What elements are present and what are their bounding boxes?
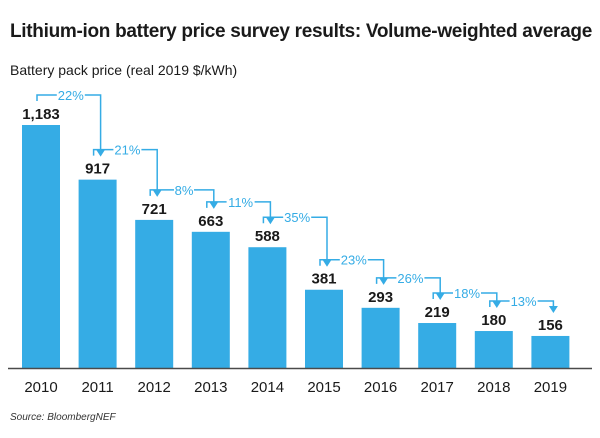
bar-value-label: 1,183 bbox=[22, 106, 60, 123]
bar bbox=[191, 231, 230, 368]
change-arrow-icon bbox=[492, 301, 502, 309]
change-label: 11% bbox=[228, 195, 253, 210]
x-tick-label: 2016 bbox=[364, 379, 397, 396]
change-label: 8% bbox=[175, 183, 194, 198]
change-label-bg bbox=[283, 210, 312, 225]
bar bbox=[135, 219, 174, 368]
bar bbox=[361, 307, 400, 368]
x-tick-label: 2010 bbox=[24, 379, 57, 396]
change-label: 23% bbox=[341, 253, 367, 268]
change-label: 18% bbox=[454, 286, 480, 301]
bar-value-label: 917 bbox=[85, 161, 110, 178]
bar-value-label: 293 bbox=[368, 289, 393, 306]
bar bbox=[248, 247, 287, 368]
x-tick-label: 2011 bbox=[81, 379, 113, 396]
change-arrow-icon bbox=[96, 149, 106, 157]
change-label: 13% bbox=[511, 294, 537, 309]
bar-value-label: 156 bbox=[538, 317, 563, 334]
change-label: 22% bbox=[58, 88, 84, 103]
bar-value-label: 663 bbox=[198, 213, 223, 230]
bar-value-label: 180 bbox=[481, 312, 506, 329]
change-arrow-icon bbox=[435, 293, 445, 301]
x-tick-label: 2017 bbox=[421, 379, 454, 396]
bar bbox=[22, 125, 60, 368]
bar-value-label: 381 bbox=[311, 271, 336, 288]
bar bbox=[531, 335, 570, 368]
change-label-bg bbox=[453, 286, 481, 301]
x-tick-label: 2013 bbox=[194, 379, 227, 396]
change-label: 35% bbox=[284, 210, 310, 225]
change-label-bg bbox=[56, 88, 85, 102]
change-label-bg bbox=[339, 252, 368, 267]
bar-value-label: 721 bbox=[142, 201, 167, 218]
change-label-bg bbox=[396, 270, 425, 285]
bar bbox=[78, 179, 117, 368]
change-arrow-icon bbox=[379, 277, 389, 285]
change-label-bg bbox=[113, 142, 142, 157]
x-tick-label: 2012 bbox=[138, 379, 171, 396]
change-arrow-icon bbox=[322, 259, 332, 267]
change-arrow-icon bbox=[548, 305, 558, 313]
change-label: 21% bbox=[114, 143, 140, 158]
bar bbox=[474, 331, 513, 368]
change-label-bg bbox=[174, 182, 194, 197]
change-arrow-icon bbox=[209, 201, 219, 209]
bar-value-label: 219 bbox=[425, 304, 450, 321]
y-axis-label: Battery pack price (real 2019 $/kWh) bbox=[10, 62, 238, 78]
change-arrow-icon bbox=[152, 189, 162, 197]
change-label-bg bbox=[509, 294, 538, 309]
source-note: Source: BloombergNEF bbox=[10, 412, 116, 423]
change-label: 26% bbox=[397, 271, 423, 286]
change-label-bg bbox=[226, 194, 255, 209]
bar-value-label: 588 bbox=[255, 228, 280, 245]
change-arrow-icon bbox=[265, 217, 275, 225]
x-tick-label: 2018 bbox=[477, 379, 510, 396]
bar bbox=[305, 289, 343, 368]
bar bbox=[418, 323, 457, 368]
x-tick-label: 2019 bbox=[534, 379, 567, 396]
x-tick-label: 2015 bbox=[307, 379, 340, 396]
x-tick-label: 2014 bbox=[251, 379, 284, 396]
chart-title: Lithium-ion battery price survey results… bbox=[10, 21, 592, 42]
